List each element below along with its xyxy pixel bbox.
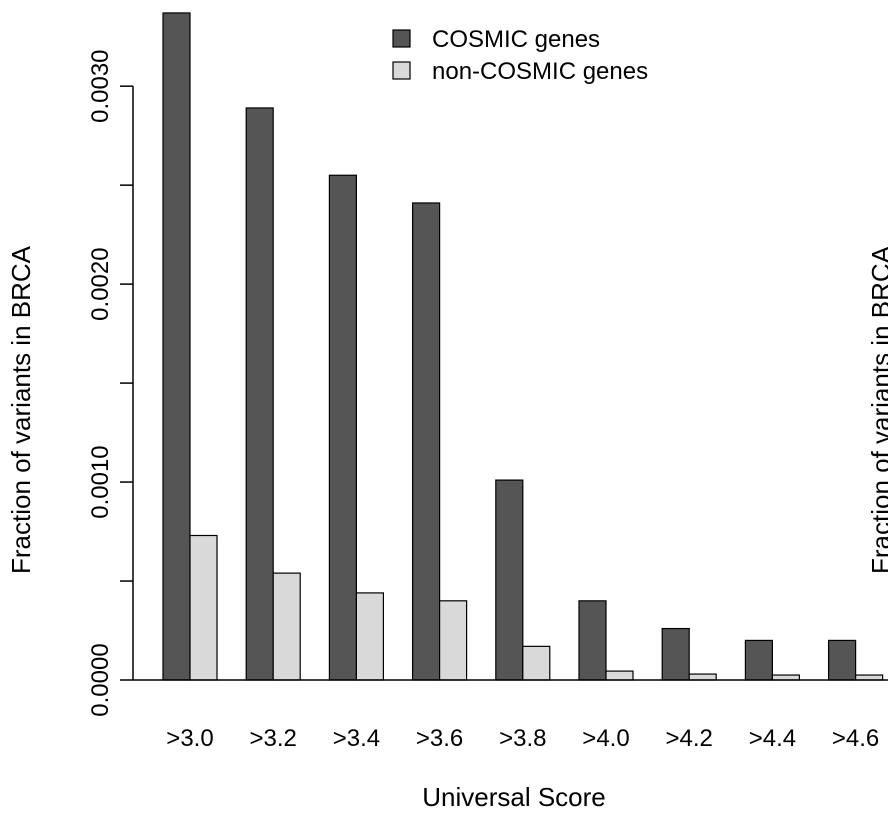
legend-swatch-non-cosmic	[392, 61, 411, 80]
bar-cosmic-8	[827, 639, 857, 681]
x-tick-label: >3.0	[166, 725, 213, 752]
x-tick-label: >4.0	[582, 725, 629, 752]
bar-cosmic-2	[328, 174, 357, 681]
x-tick-label: >4.6	[832, 725, 879, 752]
x-axis-tick-labels: >3.0 >3.2 >3.4 >3.6 >3.8 >4.0 >4.2 >4.4 >4.6	[166, 725, 879, 752]
bar-non-cosmic-6	[688, 673, 717, 681]
bar-cosmic-0	[162, 12, 191, 681]
legend-label-cosmic: COSMIC genes	[432, 26, 600, 53]
bar-non-cosmic-4	[522, 645, 551, 681]
legend-swatch-cosmic	[392, 29, 411, 48]
x-tick-label: >3.6	[416, 725, 463, 752]
x-tick-label: >4.4	[749, 725, 796, 752]
bar-cosmic-4	[495, 479, 524, 681]
bar-non-cosmic-1	[272, 572, 301, 681]
bar-non-cosmic-5	[605, 670, 634, 681]
bar-cosmic-6	[661, 627, 690, 681]
y-tick-label: 0.0000	[87, 643, 114, 716]
bar-non-cosmic-2	[355, 592, 384, 681]
x-axis-title: Universal Score	[422, 782, 606, 812]
y-axis: 0.0000 0.0010 0.0020 0.0030	[87, 49, 134, 717]
bar-cosmic-7	[744, 639, 774, 681]
bar-non-cosmic-3	[439, 600, 468, 681]
bar-cosmic-1	[245, 107, 274, 681]
y-axis-title: Fraction of variants in BRCA	[6, 245, 36, 574]
x-tick-label: >3.8	[499, 725, 546, 752]
y-tick-label: 0.0020	[87, 247, 114, 320]
legend-label-non-cosmic: non-COSMIC genes	[432, 58, 648, 85]
bars-group	[162, 12, 884, 681]
bar-cosmic-5	[578, 600, 607, 681]
y-tick-label: 0.0030	[87, 49, 114, 122]
x-tick-label: >4.2	[666, 725, 713, 752]
right-y-axis-title-fragment: Fraction of variants in BRCA	[866, 245, 888, 574]
y-tick-label: 0.0010	[87, 445, 114, 518]
x-tick-label: >3.4	[333, 725, 380, 752]
bar-non-cosmic-0	[189, 534, 218, 681]
bar-cosmic-3	[412, 202, 441, 681]
x-tick-label: >3.2	[250, 725, 297, 752]
legend: COSMIC genes non-COSMIC genes	[392, 26, 648, 85]
